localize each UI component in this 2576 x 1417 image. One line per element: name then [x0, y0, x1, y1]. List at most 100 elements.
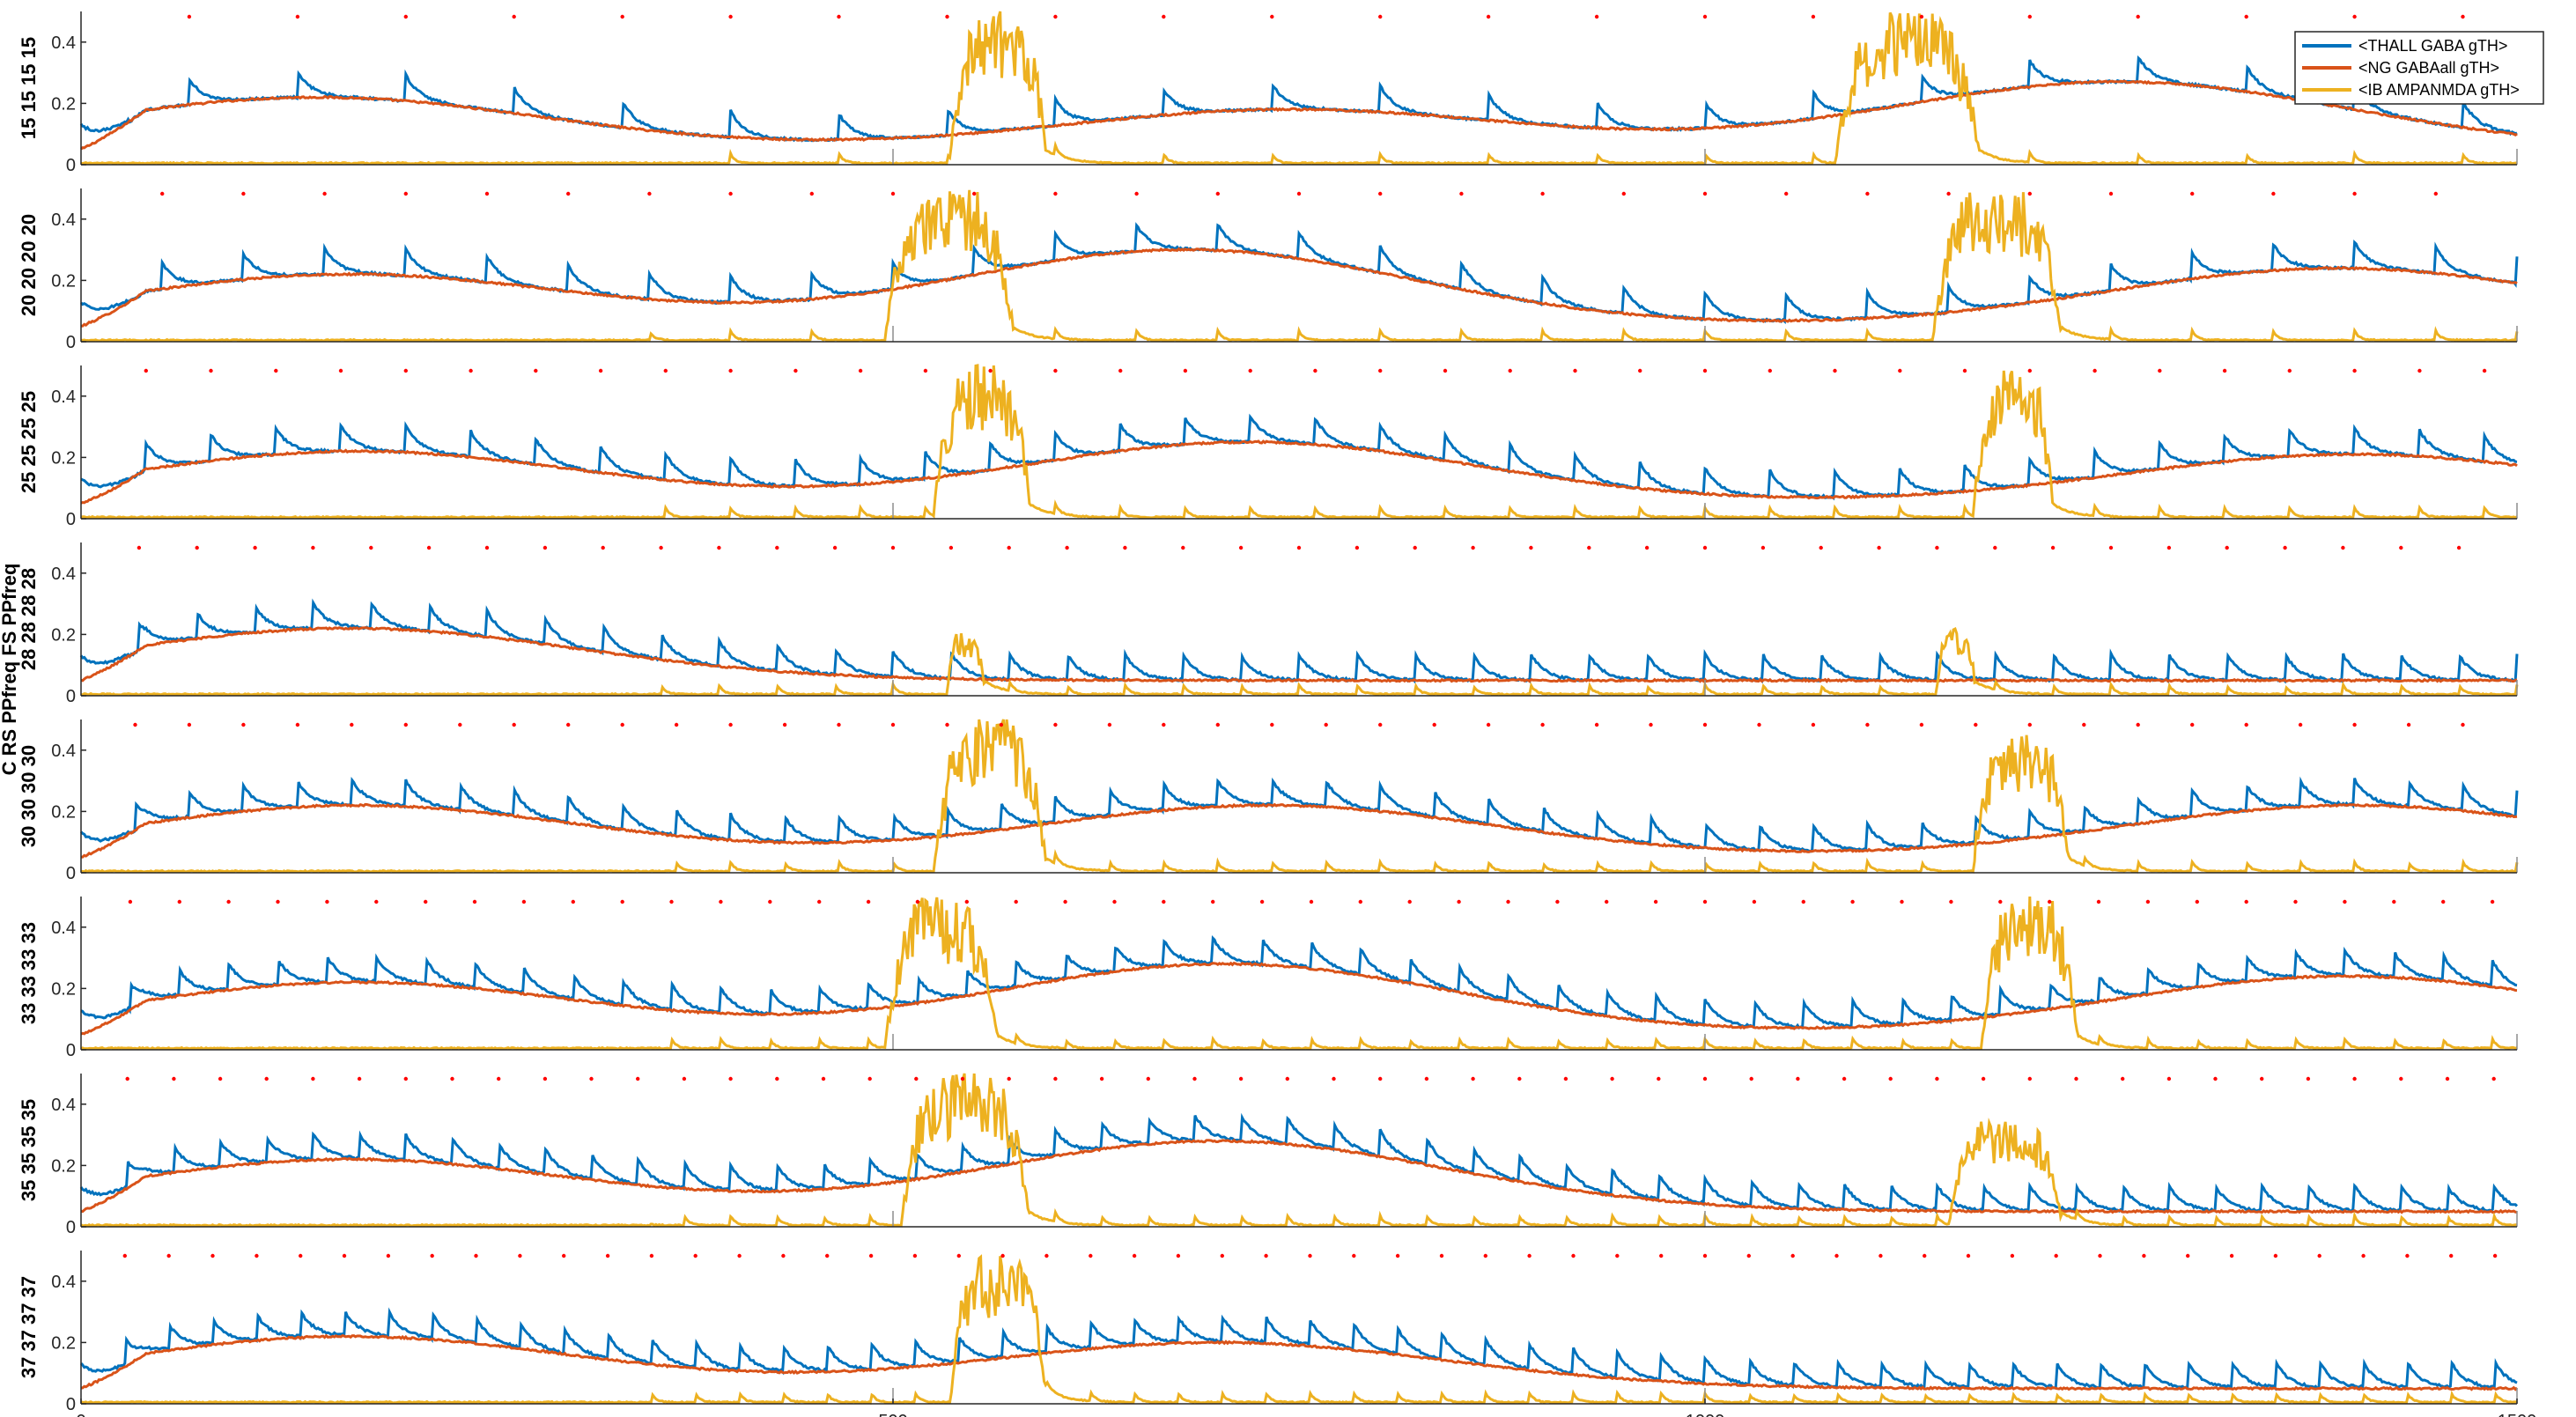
- pulse-marker: [649, 1253, 654, 1258]
- pulse-marker: [1000, 1253, 1005, 1258]
- series-ib-ampanmda: [80, 1073, 2517, 1229]
- pulse-marker: [2213, 1076, 2218, 1081]
- pulse-marker: [1146, 1076, 1151, 1081]
- pulse-marker: [999, 722, 1004, 727]
- pulse-marker: [1014, 899, 1018, 904]
- pulse-marker: [137, 545, 142, 550]
- pulse-marker: [512, 14, 516, 19]
- y-tick-label: 0.2: [51, 979, 76, 999]
- pulse-marker: [571, 899, 575, 904]
- pulse-marker: [1443, 368, 1448, 373]
- pulse-marker: [960, 1076, 965, 1081]
- pulse-marker: [1063, 899, 1067, 904]
- pulse-marker: [781, 1253, 786, 1258]
- pulse-marker: [890, 191, 896, 196]
- pulse-marker: [342, 1253, 347, 1258]
- pulse-marker: [817, 899, 822, 904]
- y-tick-label: 0.4: [51, 565, 76, 584]
- pulse-marker: [1784, 191, 1789, 196]
- pulse-marker: [2244, 14, 2248, 19]
- pulse-marker: [1610, 1076, 1614, 1081]
- pulse-marker: [543, 545, 548, 550]
- pulse-marker: [1833, 368, 1837, 373]
- pulse-marker: [472, 899, 477, 904]
- pulse-marker: [1587, 545, 1591, 550]
- pulse-marker: [868, 1253, 874, 1258]
- series-ng-gabaall: [80, 247, 2518, 328]
- pulse-marker: [311, 545, 315, 550]
- pulse-marker: [450, 1076, 454, 1081]
- pulse-marker: [1527, 1253, 1532, 1258]
- pulse-marker: [1508, 368, 1512, 373]
- pulse-marker: [484, 545, 490, 550]
- pulse-marker: [1923, 1253, 1927, 1258]
- pulse-marker: [717, 545, 721, 550]
- pulse-marker: [2461, 14, 2465, 19]
- pulse-marker: [2229, 1253, 2234, 1258]
- panel-35: 0 0.2 0.4 35 35 35 35: [18, 1073, 2519, 1237]
- y-tick-label: 0.4: [51, 1096, 76, 1115]
- series-ng-gabaall: [80, 1333, 2519, 1391]
- pulse-marker: [674, 722, 679, 727]
- pulse-marker: [521, 899, 527, 904]
- pulse-marker: [264, 1076, 269, 1081]
- pulse-marker: [2445, 1076, 2450, 1081]
- y-tick-label: 0.2: [51, 448, 76, 468]
- series-ng-gabaall: [80, 79, 2518, 151]
- pulse-marker: [1053, 368, 1058, 373]
- pulse-marker: [2136, 722, 2140, 727]
- pulse-marker: [2190, 191, 2195, 196]
- y-tick-label: 0.2: [51, 1156, 76, 1176]
- pulse-marker: [945, 722, 949, 727]
- series-thall-gaba: [79, 598, 2519, 684]
- series-ng-gabaall: [80, 1138, 2518, 1214]
- pulse-marker: [2027, 1076, 2032, 1081]
- pulse-marker: [566, 191, 571, 196]
- y-tick-label: 0: [66, 156, 76, 175]
- pulse-marker: [728, 722, 733, 727]
- series-thall-gaba: [79, 222, 2519, 325]
- pulse-marker: [1112, 899, 1117, 904]
- y-tick-label: 0.4: [51, 1273, 76, 1292]
- pulse-marker: [1653, 899, 1658, 904]
- pulse-marker: [2096, 899, 2101, 904]
- pulse-marker: [728, 191, 733, 196]
- pulse-marker: [1811, 14, 1816, 19]
- pulse-marker: [403, 14, 408, 19]
- pulse-marker: [1162, 14, 1166, 19]
- pulse-marker: [1486, 722, 1491, 727]
- pulse-marker: [311, 1076, 315, 1081]
- pulse-marker: [837, 14, 841, 19]
- pulse-marker: [1378, 191, 1383, 196]
- pulse-marker: [1176, 1253, 1181, 1258]
- pulse-marker: [1378, 1076, 1383, 1081]
- pulse-marker: [1162, 899, 1166, 904]
- pulse-marker: [1471, 545, 1475, 550]
- pulse-marker: [497, 1076, 501, 1081]
- pulse-marker: [2050, 545, 2056, 550]
- pulse-marker: [2482, 368, 2487, 373]
- pulse-marker: [1162, 722, 1166, 727]
- pulse-marker: [1752, 899, 1757, 904]
- pulse-marker: [1615, 1253, 1620, 1258]
- pulse-marker: [166, 1253, 171, 1258]
- pulse-marker: [2306, 1076, 2311, 1081]
- panel-20: 0 0.2 0.4 20 20 20 20: [18, 188, 2519, 352]
- pulse-marker: [1309, 899, 1314, 904]
- pulse-marker: [1296, 191, 1302, 196]
- pulse-marker: [2186, 1253, 2190, 1258]
- pulse-marker: [948, 545, 954, 550]
- pulse-marker: [620, 899, 624, 904]
- row-label-25: 25 25 25 25: [18, 391, 40, 493]
- series-ng-gabaall: [80, 439, 2518, 505]
- pulse-marker: [663, 368, 668, 373]
- pulse-marker: [1248, 368, 1252, 373]
- series-thall-gaba: [80, 413, 2518, 501]
- pulse-marker: [474, 1253, 478, 1258]
- pulse-marker: [1702, 899, 1708, 904]
- pulse-marker: [1065, 545, 1069, 550]
- row-label-35: 35 35 35 35: [18, 1099, 40, 1201]
- series-thall-gaba: [79, 1307, 2518, 1391]
- pulse-marker: [825, 1253, 830, 1258]
- y-tick-label: 0: [66, 1218, 76, 1237]
